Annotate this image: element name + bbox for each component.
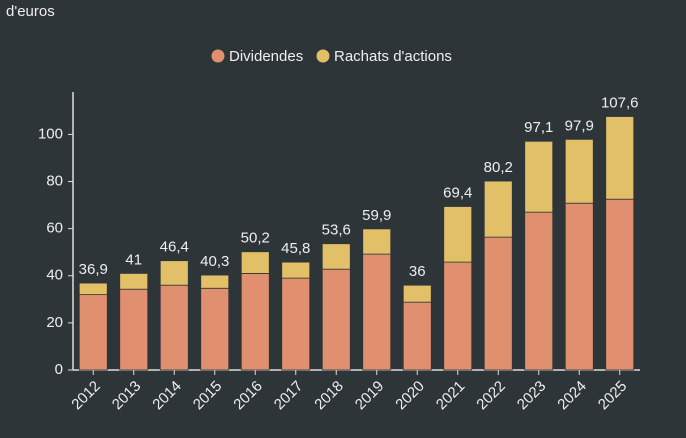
total-label: 107,6 <box>601 94 639 111</box>
bar-segment <box>362 228 392 255</box>
bar-segment <box>78 294 108 371</box>
total-label: 97,9 <box>565 117 594 134</box>
y-tick-label: 60 <box>46 220 63 237</box>
bar-segment <box>78 282 108 296</box>
total-label: 80,2 <box>484 159 513 176</box>
bar-segment <box>159 284 189 371</box>
bar-segment <box>240 251 270 274</box>
bar-segment <box>443 206 473 263</box>
total-label: 45,8 <box>281 240 310 257</box>
total-label: 59,9 <box>362 207 391 224</box>
bar-segment <box>281 277 311 371</box>
y-tick-label: 0 <box>55 361 63 378</box>
bar-segment <box>564 202 594 371</box>
bar-segment <box>402 301 432 371</box>
bar-segment <box>443 261 473 371</box>
total-label: 36,9 <box>79 261 108 278</box>
legend-swatch <box>211 49 225 63</box>
bar-segment <box>605 198 635 371</box>
total-label: 50,2 <box>241 230 270 247</box>
legend-label: Rachats d'actions <box>334 48 452 65</box>
total-label: 69,4 <box>443 184 472 201</box>
bar-segment <box>564 138 594 204</box>
bar-segment <box>321 268 351 371</box>
legend-swatch <box>316 49 330 63</box>
bar-segment <box>119 288 149 371</box>
y-tick-label: 20 <box>46 314 63 331</box>
legend-label: Dividendes <box>229 48 303 65</box>
bar-segment <box>200 274 230 289</box>
total-label: 46,4 <box>160 239 189 256</box>
total-label: 41 <box>125 251 142 268</box>
bar-segment <box>362 253 392 371</box>
bar-segment <box>402 284 432 303</box>
total-label: 97,1 <box>524 119 553 136</box>
bar-segment <box>605 116 635 200</box>
total-label: 36 <box>409 263 426 280</box>
y-tick-label: 40 <box>46 267 63 284</box>
bar-segment <box>119 273 149 290</box>
y-tick-label: 100 <box>38 125 63 142</box>
bar-segment <box>281 261 311 279</box>
y-tick-label: 80 <box>46 172 63 189</box>
bar-segment <box>321 243 351 270</box>
bar-segment <box>483 180 513 238</box>
bar-segment <box>159 260 189 286</box>
total-label: 53,6 <box>322 222 351 239</box>
bar-segment <box>200 287 230 371</box>
bar-segment <box>524 211 554 371</box>
bar-segment <box>240 273 270 371</box>
total-label: 40,3 <box>200 253 229 270</box>
bar-segment <box>483 236 513 371</box>
bar-segment <box>524 140 554 213</box>
chart-subtitle: d'euros <box>6 3 55 20</box>
